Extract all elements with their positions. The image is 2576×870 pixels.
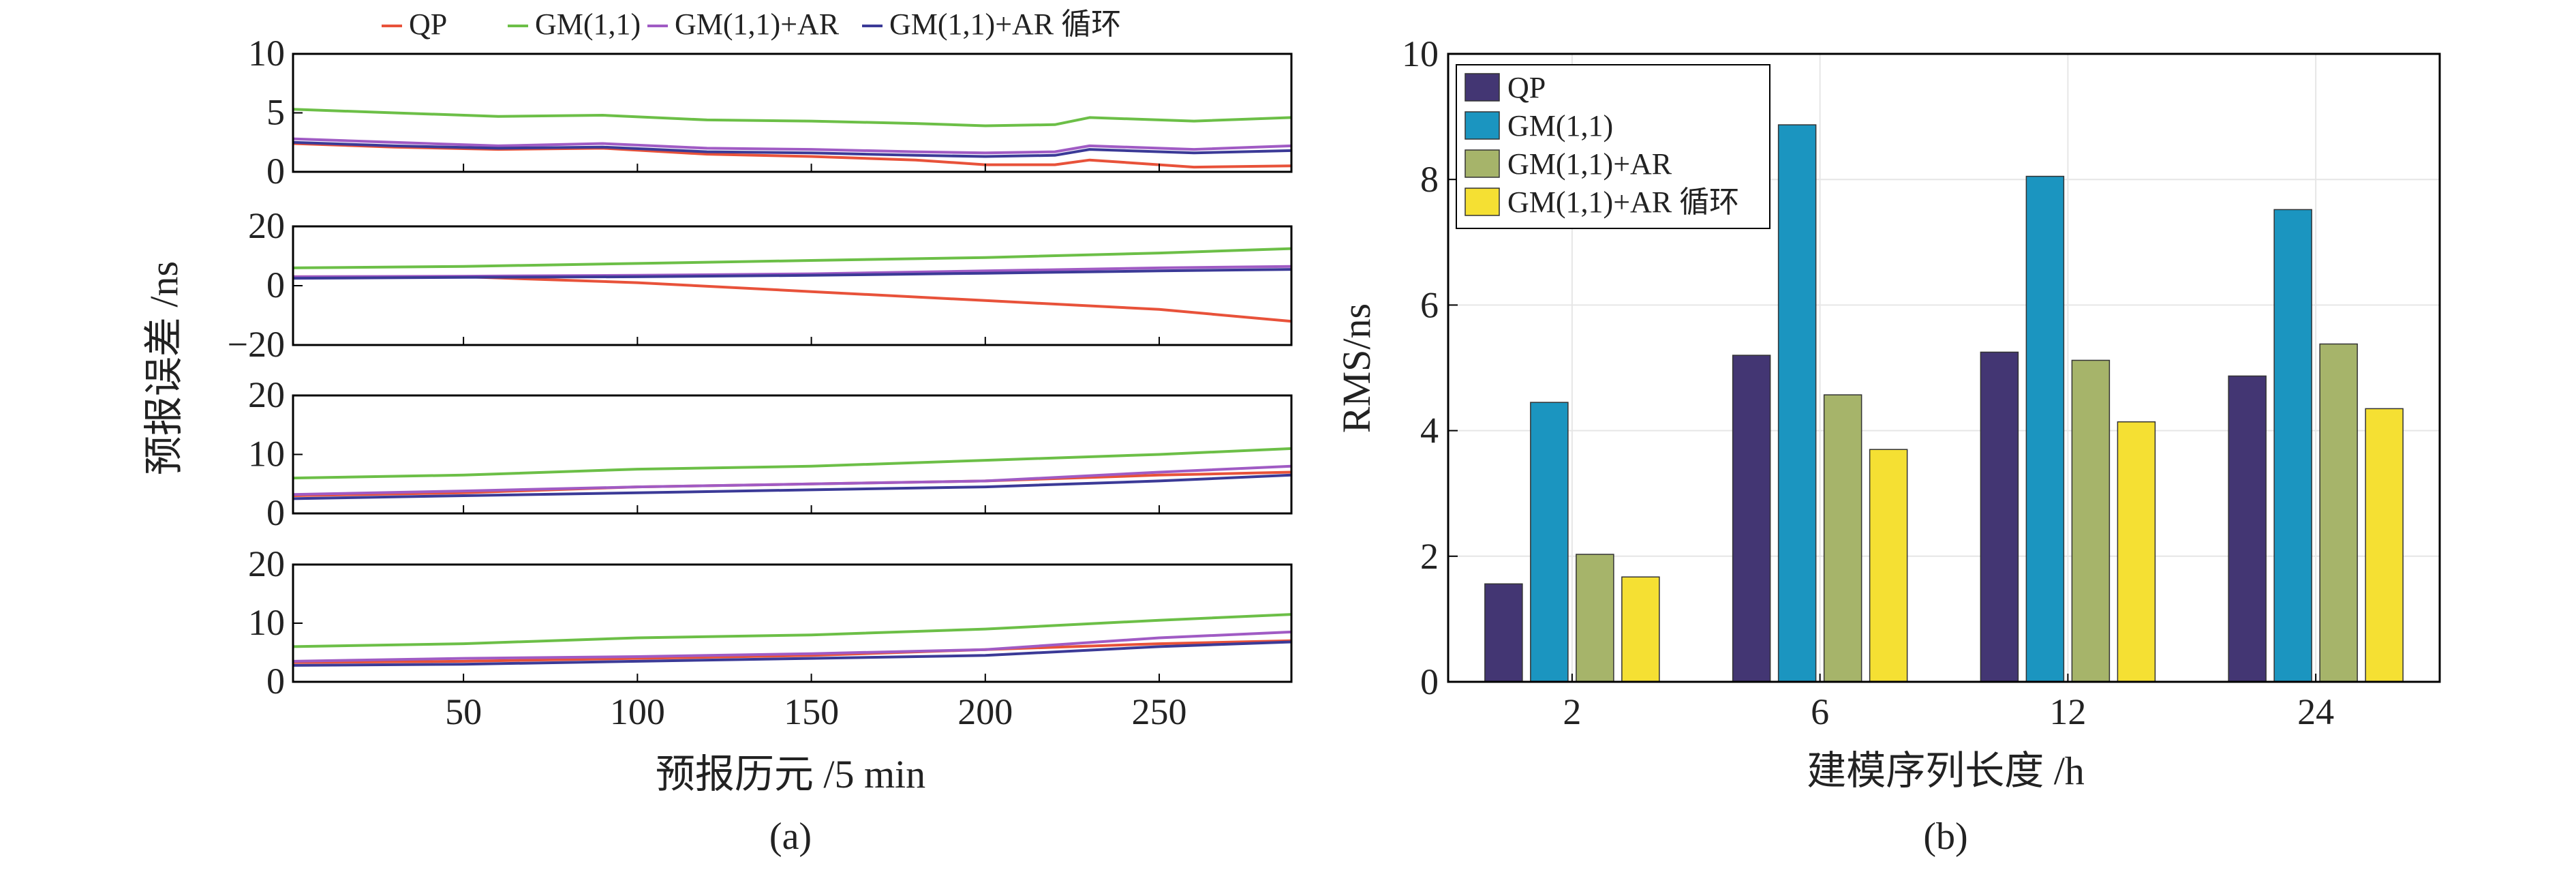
- x-tick-label: 12: [2049, 691, 2086, 732]
- bar-24h-gm-1-1-ar: [2319, 343, 2358, 682]
- subplot-4: 0 10 20 50 100 150 200 250: [248, 543, 1293, 732]
- bar-12h-gm-1-1-: [2025, 175, 2065, 682]
- series-line-gm-1-1-ar-: [292, 473, 1292, 500]
- legend-a-label: GM(1,1)+AR 循环: [889, 7, 1121, 41]
- series-line-qp: [293, 275, 1292, 323]
- series-line-gm-1-1-: [292, 247, 1292, 269]
- legend-b-label: GM(1,1): [1507, 109, 1613, 142]
- series-line-gm-1-1-: [292, 613, 1292, 648]
- bar-6h-gm-1-1-ar-: [1869, 449, 1908, 682]
- x-tick-label: 6: [1811, 691, 1829, 732]
- subplot-frame: [292, 225, 1293, 346]
- y-axis-label-b: RMS/ns: [1334, 303, 1379, 433]
- x-tick-label: 150: [784, 691, 839, 732]
- bar-6h-qp: [1732, 355, 1771, 682]
- x-tick-label: 100: [610, 691, 665, 732]
- x-tick-label: 2: [1563, 691, 1581, 732]
- y-tick-label: 6: [1420, 284, 1439, 325]
- bar-24h-qp: [2228, 375, 2267, 682]
- legend-a-label: GM(1,1)+AR: [675, 7, 840, 41]
- y-tick-label: 0: [1420, 661, 1439, 702]
- legend-b-label: GM(1,1)+AR 循环: [1507, 185, 1739, 219]
- bar-24h-gm-1-1-: [2273, 209, 2312, 682]
- y-tick-label: −20: [228, 324, 285, 365]
- series-line-gm-1-1-ar: [292, 137, 1292, 155]
- x-axis-label-b: 建模序列长度 /h: [1807, 749, 2085, 793]
- subplot-frame: [292, 52, 1293, 173]
- y-tick-label: 10: [248, 434, 285, 475]
- y-tick-label: 20: [248, 543, 285, 584]
- y-tick-label: 4: [1420, 410, 1439, 451]
- y-tick-label: 0: [266, 151, 285, 192]
- x-tick-label: 50: [445, 691, 482, 732]
- x-tick-label: 250: [1132, 691, 1187, 732]
- legend-b-label: GM(1,1)+AR: [1507, 147, 1672, 181]
- series-line-gm-1-1-: [292, 447, 1292, 480]
- series-line-gm-1-1-ar: [292, 630, 1292, 663]
- bar-2h-gm-1-1-ar: [1576, 554, 1614, 682]
- bar-12h-gm-1-1-ar-: [2117, 421, 2156, 682]
- legend-b: QP GM(1,1) GM(1,1)+AR GM(1,1)+AR 循环: [1456, 64, 1770, 229]
- bar-2h-gm-1-1-: [1530, 402, 1569, 682]
- y-tick-label: 0: [266, 265, 285, 305]
- x-tick-label: 24: [2297, 691, 2334, 732]
- subplot-3: 0 10 20: [248, 374, 1293, 533]
- y-tick-label: 8: [1420, 159, 1439, 200]
- legend-a-label: QP: [409, 7, 447, 41]
- bar-6h-gm-1-1-: [1777, 124, 1817, 682]
- y-tick-label: 20: [248, 205, 285, 246]
- legend-b-box: [1456, 64, 1770, 229]
- bar-24h-gm-1-1-ar-: [2365, 408, 2404, 682]
- series-line-qp: [292, 639, 1292, 664]
- legend-a-label: GM(1,1): [535, 7, 641, 41]
- bar-2h-qp: [1484, 583, 1523, 682]
- y-axis-label-a: 预报误差 /ns: [142, 261, 186, 475]
- legend-b-swatch: [1465, 111, 1500, 140]
- y-tick-label: 20: [248, 374, 285, 415]
- y-tick-label: 5: [266, 92, 285, 133]
- y-tick-label: 10: [248, 33, 285, 74]
- y-tick-label: 2: [1420, 536, 1439, 577]
- y-tick-label: 10: [248, 602, 285, 643]
- y-tick-label: 10: [1402, 33, 1439, 74]
- subplot-2: −20 0 20: [228, 205, 1293, 365]
- x-tick-label: 200: [957, 691, 1013, 732]
- legend-b-label: QP: [1507, 71, 1546, 104]
- caption-a: (a): [769, 815, 812, 858]
- x-axis-label-a: 预报历元 /5 min: [656, 752, 925, 796]
- legend-b-swatch: [1465, 188, 1500, 216]
- y-tick-label: 0: [266, 661, 285, 702]
- plot-frame-b: [1447, 52, 2441, 683]
- series-line-gm-1-1-ar: [292, 464, 1292, 496]
- bar-2h-gm-1-1-ar-: [1621, 576, 1660, 682]
- bar-12h-qp: [1980, 351, 2019, 682]
- series-line-gm-1-1-ar-: [292, 640, 1292, 667]
- bar-6h-gm-1-1-ar: [1823, 394, 1862, 682]
- legend-b-swatch: [1465, 149, 1500, 178]
- series-line-gm-1-1-ar-: [292, 140, 1292, 158]
- series-line-gm-1-1-: [292, 108, 1292, 127]
- legend-b-swatch: [1465, 73, 1500, 102]
- caption-b: (b): [1923, 815, 1967, 858]
- legend-a: QP GM(1,1) GM(1,1)+AR GM(1,1)+AR 循环: [382, 7, 1121, 41]
- subplot-1: 0 5 10: [248, 33, 1293, 192]
- bar-12h-gm-1-1-ar: [2071, 359, 2111, 682]
- y-tick-label: 0: [266, 492, 285, 533]
- series-line-gm-1-1-ar-: [292, 268, 1292, 280]
